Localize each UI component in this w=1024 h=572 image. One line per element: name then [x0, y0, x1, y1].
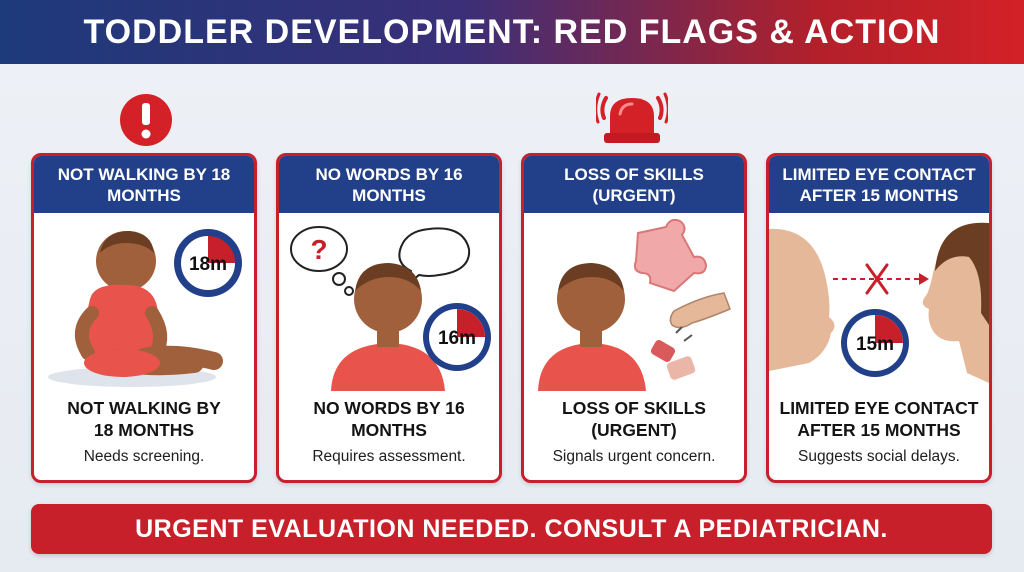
card-title: LIMITED EYE CONTACT AFTER 15 MONTHS: [779, 398, 979, 440]
title-banner: TODDLER DEVELOPMENT: RED FLAGS & ACTION: [0, 0, 1024, 64]
footer-banner: URGENT EVALUATION NEEDED. CONSULT A PEDI…: [31, 504, 992, 554]
alarm-bell-icon: [596, 92, 668, 143]
toddler-icon: [538, 263, 646, 391]
puzzle-piece-icon: [633, 218, 708, 293]
toy-icon: [650, 340, 696, 380]
card-header: LOSS OF SKILLS (URGENT): [524, 156, 744, 213]
card-description: Suggests social delays.: [798, 448, 960, 465]
timer-label: 16m: [438, 328, 476, 349]
card-illustration: ? 16m: [279, 213, 499, 391]
card-illustration: 15m: [769, 213, 989, 391]
timer-icon: 15m: [841, 309, 909, 377]
toddler-icon: [331, 263, 445, 391]
sitting-toddler-icon: [75, 231, 223, 377]
thought-bubble-icon: ?: [290, 226, 354, 296]
card-description: Signals urgent concern.: [552, 448, 716, 465]
child-profile-icon: [769, 228, 835, 371]
page-title: TODDLER DEVELOPMENT: RED FLAGS & ACTION: [83, 12, 941, 51]
card-no-words: NO WORDS BY 16 MONTHS ?: [276, 153, 502, 483]
card-title: NOT WALKING BY 18 MONTHS: [67, 398, 221, 440]
card-header: LIMITED EYE CONTACT AFTER 15 MONTHS: [769, 156, 989, 213]
card-not-walking: NOT WALKING BY 18 MONTHS 18m: [31, 153, 257, 483]
timer-icon: 18m: [174, 229, 242, 297]
card-title: LOSS OF SKILLS (URGENT): [562, 398, 706, 440]
card-header: NOT WALKING BY 18 MONTHS: [34, 156, 254, 213]
speech-bubble-icon: [398, 227, 471, 288]
footer-text: URGENT EVALUATION NEEDED. CONSULT A PEDI…: [135, 514, 888, 543]
card-title: NO WORDS BY 16 MONTHS: [313, 398, 465, 440]
hand-icon: [669, 292, 731, 329]
exclamation-alert-icon: [120, 94, 172, 146]
cross-icon: [865, 263, 889, 295]
card-illustration: 18m: [34, 213, 254, 391]
card-description: Needs screening.: [83, 448, 205, 465]
timer-label: 18m: [189, 254, 227, 275]
card-illustration: [524, 213, 744, 391]
card-loss-of-skills: LOSS OF SKILLS (URGENT) LOSS OF SKILLS (…: [521, 153, 747, 483]
timer-label: 15m: [856, 334, 894, 355]
card-description: Requires assessment.: [312, 448, 466, 465]
adult-profile-icon: [922, 222, 989, 383]
svg-text:?: ?: [310, 234, 327, 265]
card-eye-contact: LIMITED EYE CONTACT AFTER 15 MONTHS 1: [766, 153, 992, 483]
timer-icon: 16m: [423, 303, 491, 371]
card-header: NO WORDS BY 16 MONTHS: [279, 156, 499, 213]
